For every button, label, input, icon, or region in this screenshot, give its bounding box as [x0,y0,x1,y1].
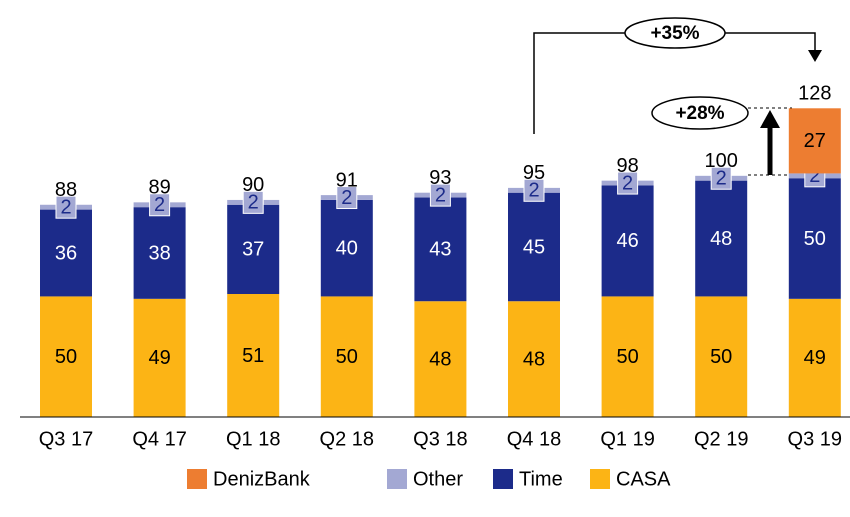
bar-segment [601,185,654,297]
legend-label: Other [413,468,463,490]
bar-segment [788,108,841,174]
legend-label: DenizBank [213,468,311,490]
segment-label-box [149,193,171,217]
x-tick-label: Q4 18 [507,428,561,450]
legend-swatch [493,469,513,489]
segment-label-box [55,195,77,219]
segment-label: 2 [809,165,820,187]
total-label: 89 [148,177,170,199]
segment-label: 2 [248,192,259,214]
segment-label-box [429,183,451,207]
bar-segment [133,298,186,417]
bar-segment [508,192,560,302]
segment-label: 43 [429,239,451,261]
growth-28-arrow: +28% [651,96,792,176]
total-label: 100 [705,150,738,172]
x-tick-label: Q4 17 [132,428,186,450]
total-label: 98 [616,155,638,177]
bar-segment [40,209,92,297]
growth-35-bracket: +35% [533,17,822,134]
segment-label: 40 [336,237,358,259]
bar-segment [320,199,373,297]
segment-label-box [523,178,545,202]
segment-label: 49 [148,347,170,369]
segment-label: 2 [528,180,539,202]
legend-swatch [387,469,407,489]
segment-label: 50 [616,346,638,368]
total-label: 91 [336,169,358,191]
segment-label: 45 [523,236,545,258]
legend-swatch [187,469,207,489]
segment-label: 48 [429,348,451,370]
total-label: 88 [55,179,77,201]
segment-label: 50 [804,228,826,250]
segment-label: 48 [523,348,545,370]
segment-label: 50 [55,346,77,368]
x-tick-label: Q1 19 [600,428,654,450]
segment-label: 51 [242,345,264,367]
bar-segment [414,301,467,417]
segment-label: 48 [710,228,732,250]
bar-segment [40,296,92,417]
x-tick-label: Q3 19 [788,428,842,450]
bar-segment [227,294,280,417]
total-label: 128 [798,83,831,105]
segment-label-box [617,171,639,195]
segment-label: 2 [716,168,727,190]
x-tick-label: Q1 18 [226,428,280,450]
segment-label: 46 [616,230,638,252]
x-tick-label: Q2 18 [320,428,374,450]
bar-segment [695,180,748,297]
total-label: 90 [242,174,264,196]
segment-label: 49 [804,347,826,369]
total-label: 95 [523,162,545,184]
segment-label-box [710,166,732,190]
segment-label: 37 [242,239,264,261]
segment-label-box [336,186,358,210]
bar-segment [227,204,280,294]
x-tick-label: Q3 17 [39,428,93,450]
legend-label: CASA [616,468,671,490]
x-tick-label: Q3 18 [413,428,467,450]
legend-swatch [590,469,610,489]
segment-label: 36 [55,242,77,264]
segment-label: 50 [710,346,732,368]
bar-segment [508,301,560,417]
bar-segment [133,207,186,299]
bar-segment [695,296,748,417]
bar-segment [788,178,841,299]
bar-segment [788,298,841,417]
segment-label: 27 [804,130,826,152]
bar-segment [320,296,373,417]
segment-label: 2 [341,187,352,209]
segment-label: 2 [60,196,71,218]
x-tick-label: Q2 19 [694,428,748,450]
annotation: +35% [650,23,699,44]
segment-label-box [242,190,264,214]
segment-label: 2 [622,172,633,194]
bar-segment [601,296,654,417]
segment-label: 2 [435,184,446,206]
segment-label: 38 [148,242,170,264]
legend-label: Time [519,468,563,490]
bar-segment [414,197,467,302]
annotation: +28% [675,103,724,124]
segment-label: 50 [336,346,358,368]
segment-label: 2 [154,194,165,216]
total-label: 93 [429,167,451,189]
